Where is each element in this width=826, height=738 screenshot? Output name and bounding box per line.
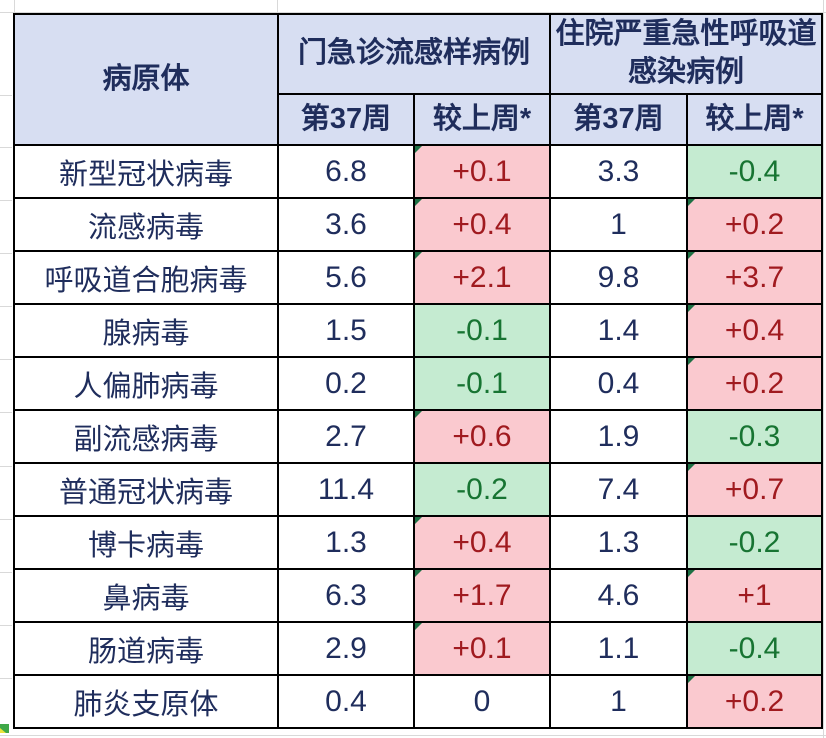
hospitalized-week-value-cell: 1.9	[549, 409, 689, 464]
header-outpatient-vs-last-week: 较上周*	[412, 93, 552, 146]
table-row: 肺炎支原体 0.4 0 1 +0.2	[13, 674, 824, 729]
hospitalized-week-value-cell: 4.6	[549, 568, 689, 623]
outpatient-change-cell: 0	[412, 674, 552, 729]
gridline	[0, 359, 12, 360]
header-sub-row: 第37周 较上周* 第37周 较上周*	[14, 93, 824, 146]
pathogen-name-cell: 肺炎支原体	[13, 674, 279, 729]
outpatient-week-value-cell: 2.7	[277, 409, 415, 464]
table-row: 鼻病毒 6.3 +1.7 4.6 +1	[13, 568, 824, 623]
gridline	[277, 0, 278, 13]
outpatient-change-cell: +0.1	[412, 144, 552, 199]
pathogen-surveillance-table: 病原体 门急诊流感样病例 住院严重急性呼吸道感染病例 第37周 较上周* 第37…	[13, 13, 824, 729]
hospitalized-week-value-cell: 1	[549, 674, 689, 729]
outpatient-week-value-cell: 3.6	[277, 197, 415, 252]
pathogen-name-cell: 博卡病毒	[13, 515, 279, 570]
hospitalized-change-cell: +0.2	[686, 674, 824, 729]
outpatient-change-cell: -0.1	[412, 303, 552, 358]
gridline	[0, 519, 12, 520]
hospitalized-change-cell: +0.2	[686, 197, 824, 252]
hospitalized-week-value-cell: 9.8	[549, 250, 689, 305]
hospitalized-change-cell: +0.4	[686, 303, 824, 358]
outpatient-week-value-cell: 5.6	[277, 250, 415, 305]
table-row: 副流感病毒 2.7 +0.6 1.9 -0.3	[13, 409, 824, 464]
pathogen-name-cell: 普通冠状病毒	[13, 462, 279, 517]
hospitalized-week-value-cell: 1.4	[549, 303, 689, 358]
outpatient-change-cell: +0.4	[412, 197, 552, 252]
hospitalized-change-cell: -0.3	[686, 409, 824, 464]
gridline	[0, 572, 12, 573]
gridline	[0, 147, 12, 148]
pathogen-name-cell: 鼻病毒	[13, 568, 279, 623]
gridline	[0, 466, 12, 467]
clipped-flag-icon	[0, 724, 9, 733]
table-row: 呼吸道合胞病毒 5.6 +2.1 9.8 +3.7	[13, 250, 824, 305]
hospitalized-week-value-cell: 1.3	[549, 515, 689, 570]
hospitalized-change-cell: +1	[686, 568, 824, 623]
outpatient-change-cell: +0.4	[412, 515, 552, 570]
header-group-outpatient-ili: 门急诊流感样病例	[276, 13, 552, 95]
header-hospitalized-vs-last-week: 较上周*	[686, 93, 824, 146]
gridline	[0, 200, 12, 201]
header-hospitalized-week37: 第37周	[549, 93, 689, 146]
hospitalized-change-cell: -0.4	[686, 621, 824, 676]
outpatient-week-value-cell: 0.2	[277, 356, 415, 411]
table-row: 博卡病毒 1.3 +0.4 1.3 -0.2	[13, 515, 824, 570]
header-outpatient-week37: 第37周	[277, 93, 415, 146]
pathogen-name-cell: 副流感病毒	[13, 409, 279, 464]
header-pathogen: 病原体	[13, 13, 279, 146]
outpatient-week-value-cell: 1.3	[277, 515, 415, 570]
outpatient-change-cell: +1.7	[412, 568, 552, 623]
outpatient-week-value-cell: 2.9	[277, 621, 415, 676]
pathogen-name-cell: 呼吸道合胞病毒	[13, 250, 279, 305]
gridline	[0, 625, 12, 626]
table-row: 肠道病毒 2.9 +0.1 1.1 -0.4	[13, 621, 824, 676]
gridline	[0, 735, 826, 736]
outpatient-change-cell: +2.1	[412, 250, 552, 305]
gridline	[0, 306, 12, 307]
outpatient-week-value-cell: 6.3	[277, 568, 415, 623]
table-row: 新型冠状病毒 6.8 +0.1 3.3 -0.4	[13, 144, 824, 199]
pathogen-name-cell: 流感病毒	[13, 197, 279, 252]
gridline	[0, 412, 12, 413]
gridline	[0, 253, 12, 254]
outpatient-change-cell: -0.2	[412, 462, 552, 517]
outpatient-week-value-cell: 0.4	[277, 674, 415, 729]
table-body: 新型冠状病毒 6.8 +0.1 3.3 -0.4 流感病毒 3.6 +0.4 1…	[13, 144, 824, 729]
table-row: 腺病毒 1.5 -0.1 1.4 +0.4	[13, 303, 824, 358]
pathogen-name-cell: 人偏肺病毒	[13, 356, 279, 411]
gridline	[823, 0, 824, 738]
hospitalized-change-cell: +3.7	[686, 250, 824, 305]
outpatient-change-cell: +0.6	[412, 409, 552, 464]
outpatient-week-value-cell: 1.5	[277, 303, 415, 358]
hospitalized-change-cell: -0.4	[686, 144, 824, 199]
header-group-row: 病原体 门急诊流感样病例 住院严重急性呼吸道感染病例	[13, 13, 824, 146]
pathogen-name-cell: 肠道病毒	[13, 621, 279, 676]
gridline	[0, 95, 12, 96]
table-row: 普通冠状病毒 11.4 -0.2 7.4 +0.7	[13, 462, 824, 517]
hospitalized-week-value-cell: 1	[549, 197, 689, 252]
hospitalized-change-cell: +0.7	[686, 462, 824, 517]
pathogen-name-cell: 新型冠状病毒	[13, 144, 279, 199]
hospitalized-change-cell: -0.2	[686, 515, 824, 570]
gridline	[0, 12, 826, 13]
table-row: 人偏肺病毒 0.2 -0.1 0.4 +0.2	[13, 356, 824, 411]
table-row: 流感病毒 3.6 +0.4 1 +0.2	[13, 197, 824, 252]
outpatient-week-value-cell: 11.4	[277, 462, 415, 517]
hospitalized-week-value-cell: 3.3	[549, 144, 689, 199]
pathogen-name-cell: 腺病毒	[13, 303, 279, 358]
outpatient-change-cell: -0.1	[412, 356, 552, 411]
hospitalized-week-value-cell: 7.4	[549, 462, 689, 517]
gridline	[0, 678, 12, 679]
outpatient-week-value-cell: 6.8	[277, 144, 415, 199]
hospitalized-week-value-cell: 1.1	[549, 621, 689, 676]
outpatient-change-cell: +0.1	[412, 621, 552, 676]
hospitalized-change-cell: +0.2	[686, 356, 824, 411]
header-group-hospitalized-sari: 住院严重急性呼吸道感染病例	[549, 13, 824, 95]
hospitalized-week-value-cell: 0.4	[549, 356, 689, 411]
gridline	[14, 0, 15, 13]
